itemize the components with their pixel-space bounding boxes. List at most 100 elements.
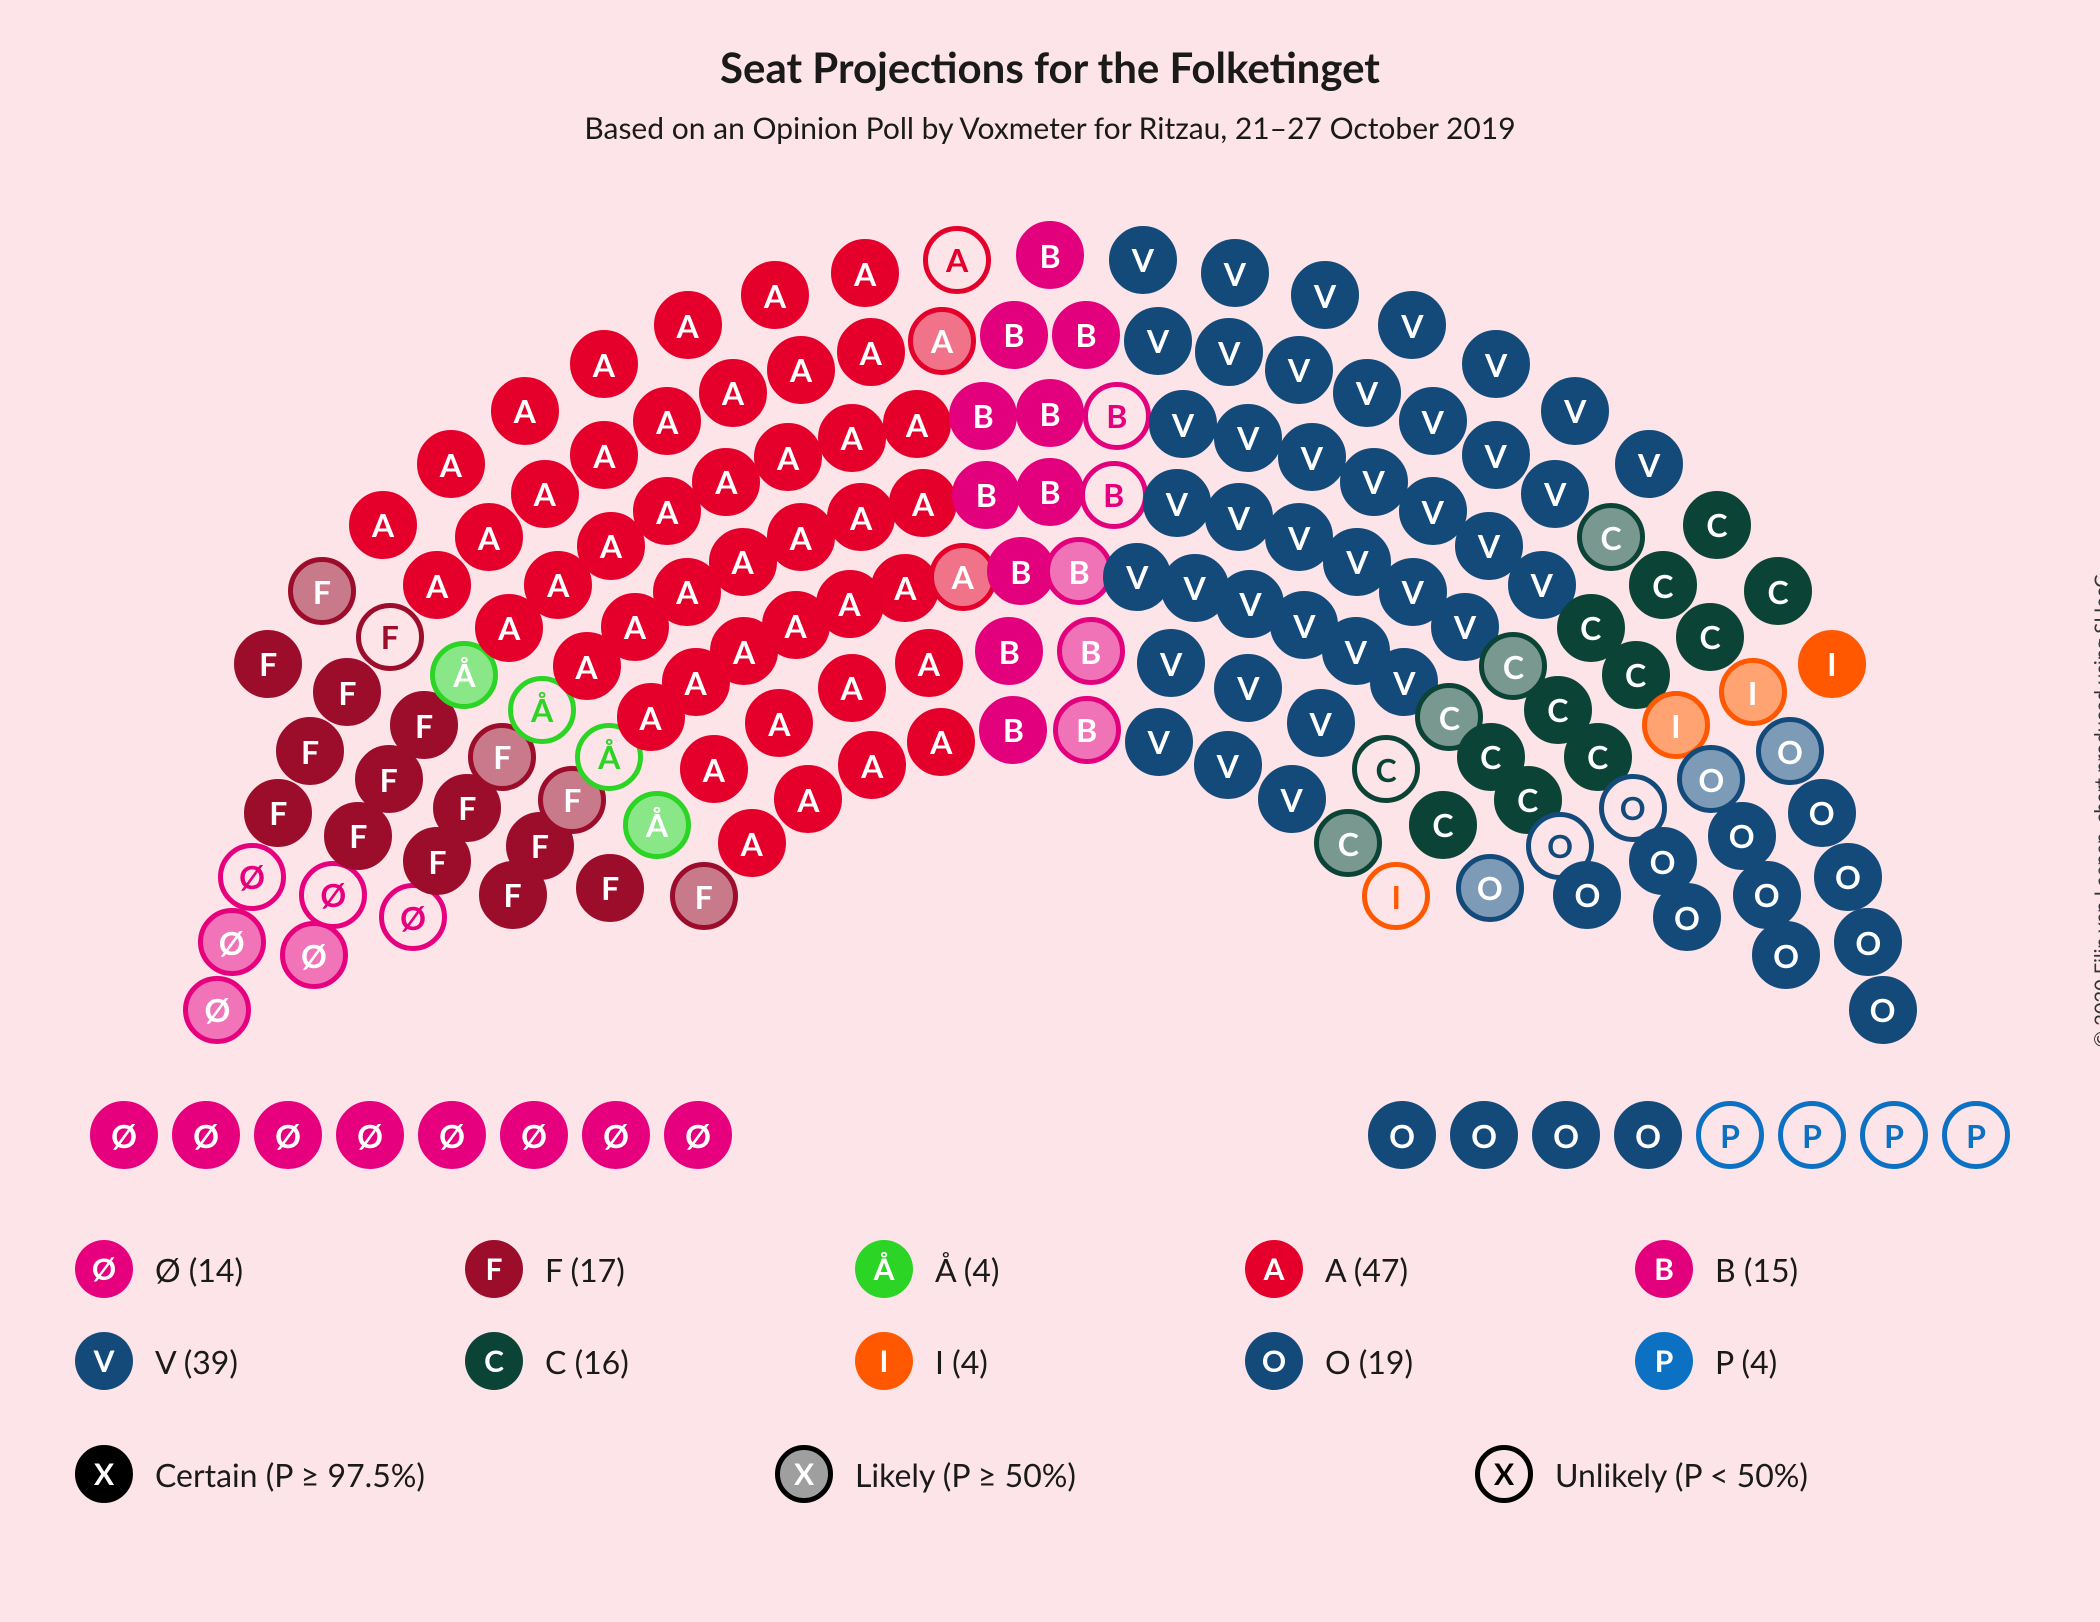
seat: B <box>1083 382 1151 450</box>
seat: V <box>1258 765 1326 833</box>
credit-text: © 2020 Filip van Laenen, chart produced … <box>2090 575 2100 1048</box>
seat: C <box>1629 551 1697 619</box>
seat: O <box>1756 717 1824 785</box>
seat: Ø <box>500 1101 568 1169</box>
legend-item: P P (4) <box>1635 1332 2025 1390</box>
legend-item: ÅÅ (4) <box>855 1240 1245 1298</box>
seat: A <box>929 543 997 611</box>
seat: A <box>827 483 895 551</box>
legend-dot: P <box>1635 1332 1693 1390</box>
seat: A <box>818 654 886 722</box>
seat: Ø <box>172 1101 240 1169</box>
seat: F <box>576 854 644 922</box>
certainty-dot: X <box>75 1445 133 1503</box>
seat: O <box>1733 861 1801 929</box>
seat: F <box>670 862 738 930</box>
seat: F <box>356 603 424 671</box>
seat: A <box>838 731 906 799</box>
seat: V <box>1265 336 1333 404</box>
seat: A <box>871 554 939 622</box>
seat: B <box>979 696 1047 764</box>
certainty-item: X Certain (P ≥ 97.5%) <box>75 1445 635 1503</box>
seat: O <box>1834 908 1902 976</box>
seat: P <box>1942 1101 2010 1169</box>
seat: V <box>1124 307 1192 375</box>
seat: B <box>980 301 1048 369</box>
seat: B <box>1016 379 1084 447</box>
legend-label: V (39) <box>155 1342 238 1381</box>
certainty-label: Certain (P ≥ 97.5%) <box>155 1455 425 1494</box>
seat: V <box>1521 460 1589 528</box>
certainty-label: Unlikely (P < 50%) <box>1555 1455 1808 1494</box>
certainty-dot: X <box>1475 1445 1533 1503</box>
legend-item: AA (47) <box>1245 1240 1635 1298</box>
seat: I <box>1719 658 1787 726</box>
seat: F <box>288 557 356 625</box>
seat: A <box>745 689 813 757</box>
seat: B <box>949 382 1017 450</box>
seat: A <box>883 390 951 458</box>
seat: A <box>923 226 991 294</box>
seat: C <box>1577 503 1645 571</box>
seat: C <box>1314 809 1382 877</box>
seat: A <box>491 377 559 445</box>
seat: A <box>403 551 471 619</box>
seat: C <box>1409 791 1477 859</box>
chart-title: Seat Projections for the Folketinget <box>0 42 2100 92</box>
seat: Ø <box>90 1101 158 1169</box>
party-legend: ØØ (14)FF (17)ÅÅ (4)AA (47)BB (15)VV (39… <box>75 1240 2025 1424</box>
seat: V <box>1615 430 1683 498</box>
seat: A <box>889 469 957 537</box>
seat: O <box>1614 1101 1682 1169</box>
legend-item: CC (16) <box>465 1332 855 1390</box>
legend-dot: Ø <box>75 1240 133 1298</box>
seat: C <box>1676 603 1744 671</box>
seat: V <box>1287 689 1355 757</box>
chart-subtitle: Based on an Opinion Poll by Voxmeter for… <box>0 110 2100 146</box>
seat: A <box>837 318 905 386</box>
seat: V <box>1378 291 1446 359</box>
seat: P <box>1778 1101 1846 1169</box>
legend-label: Ø (14) <box>155 1250 243 1289</box>
legend-dot: F <box>465 1240 523 1298</box>
seat: A <box>699 359 767 427</box>
legend-dot: O <box>1245 1332 1303 1390</box>
seat: V <box>1103 543 1171 611</box>
seat: Ø <box>582 1101 650 1169</box>
seat: A <box>511 460 579 528</box>
seat: B <box>1080 461 1148 529</box>
seat: A <box>633 477 701 545</box>
legend-label: O (19) <box>1325 1342 1413 1381</box>
seat: Ø <box>280 921 348 989</box>
seat: O <box>1788 779 1856 847</box>
seat: Ø <box>299 861 367 929</box>
seat: O <box>1532 1101 1600 1169</box>
seat: V <box>1149 390 1217 458</box>
seat: F <box>276 717 344 785</box>
legend-label: P (4) <box>1715 1342 1777 1381</box>
seat: V <box>1143 469 1211 537</box>
seat: A <box>774 765 842 833</box>
certainty-dot: X <box>775 1445 833 1503</box>
seat: O <box>1553 861 1621 929</box>
seat: O <box>1752 921 1820 989</box>
seat: O <box>1456 854 1524 922</box>
seat: V <box>1541 377 1609 445</box>
legend-dot: V <box>75 1332 133 1390</box>
seat: V <box>1137 629 1205 697</box>
seat: A <box>767 336 835 404</box>
seat: A <box>908 307 976 375</box>
legend-label: B (15) <box>1715 1250 1798 1289</box>
seat: P <box>1860 1101 1928 1169</box>
seat: V <box>1462 421 1530 489</box>
seat: V <box>1340 448 1408 516</box>
seat: V <box>1194 731 1262 799</box>
legend-item: II (4) <box>855 1332 1245 1390</box>
seat: A <box>417 430 485 498</box>
legend-dot: B <box>1635 1240 1693 1298</box>
legend-label: I (4) <box>935 1342 988 1381</box>
legend-label: A (47) <box>1325 1250 1408 1289</box>
seat: C <box>1744 557 1812 625</box>
hemicycle-chart: ØØØØØØØØØØØØØØFFFFFFFFFFFFFFFFFÅÅÅÅAAAAA… <box>60 175 2040 1175</box>
seat: O <box>1814 843 1882 911</box>
